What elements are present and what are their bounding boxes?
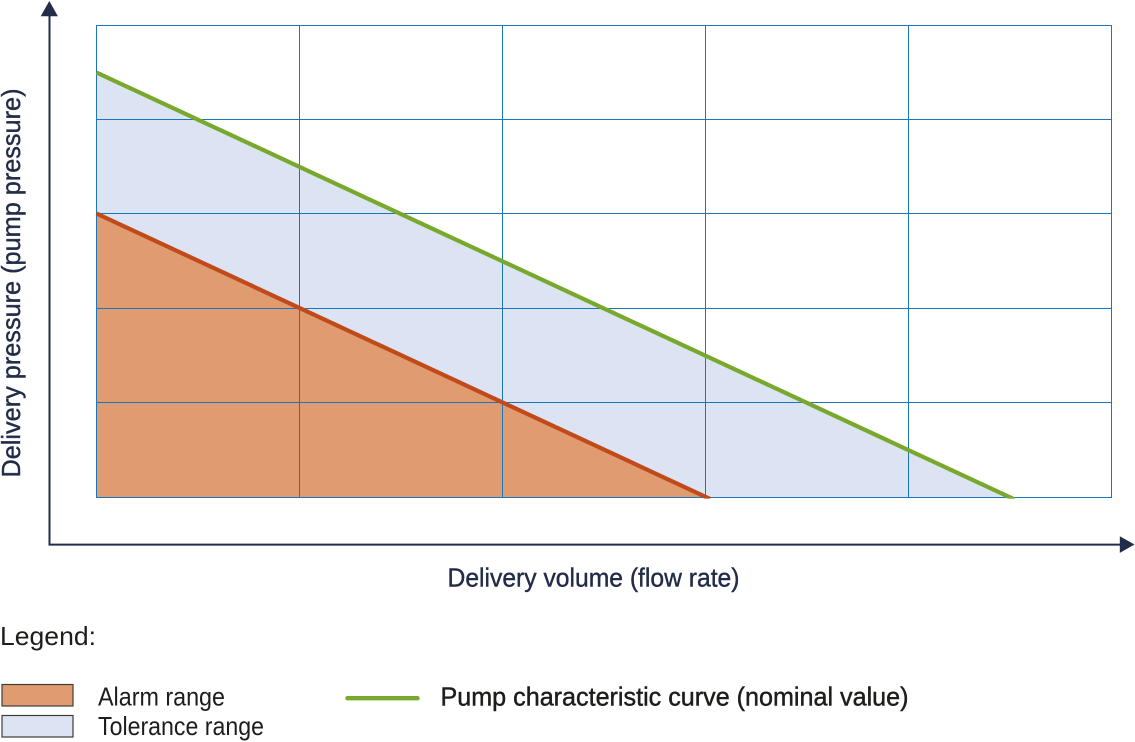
svg-text:Legend:: Legend: [0, 621, 96, 651]
svg-text:Pump characteristic curve (nom: Pump characteristic curve (nominal value… [441, 681, 909, 711]
svg-text:Delivery pressure (pump pressu: Delivery pressure (pump pressure) [0, 89, 26, 478]
svg-text:Delivery volume (flow rate): Delivery volume (flow rate) [448, 562, 740, 592]
svg-text:Tolerance range: Tolerance range [98, 711, 264, 741]
svg-text:Alarm range: Alarm range [98, 681, 225, 711]
